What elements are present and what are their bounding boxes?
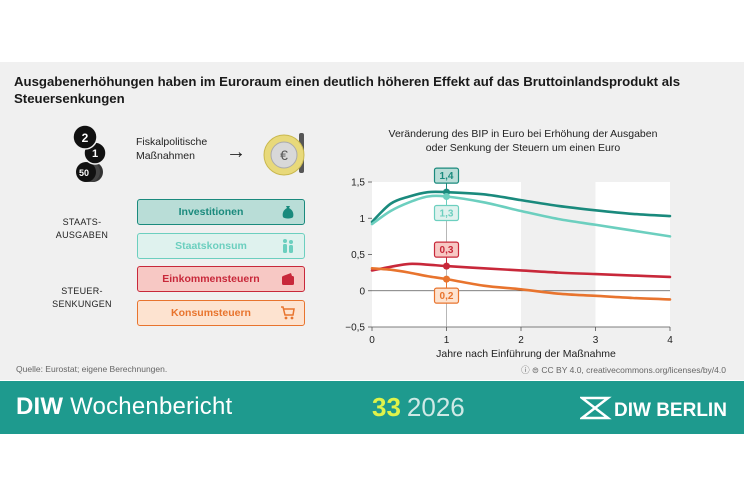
issue-year: 2026 [406,392,465,422]
y-tick-label-4: −0,5 [345,323,365,334]
svg-text:DIW BERLIN: DIW BERLIN [614,400,727,421]
chart-title-line-0: Veränderung des BIP in Euro bei Erhöhung… [389,128,658,140]
y-tick-label-0: 1,5 [351,178,365,189]
x-tick-label-4: 4 [667,335,673,346]
series-line-investitionen [370,190,672,224]
footer-bar [0,381,744,434]
euro-coin-icon: € [262,131,306,177]
people-icon [283,239,293,253]
legend-label-staatskonsum: Staatskonsum [175,240,247,252]
license-note: ⓘ ⊜ CC BY 4.0, creativecommons.org/licen… [521,364,726,376]
source-note: Quelle: Eurostat; eigene Berechnungen. [16,364,168,374]
coin-2-icon [72,124,98,150]
svg-text:50: 50 [79,168,89,178]
annotation-box-0 [433,167,460,184]
diw-logo-icon [578,396,612,420]
brand-name: DIW Wochenbericht [16,393,232,421]
annotation-label-1: 1,3 [440,209,454,220]
legend-box-investitionen: Investitionen [137,199,305,225]
y-tick-label-1: 1 [359,214,365,225]
x-tick-label-3: 3 [593,335,599,346]
svg-text:1: 1 [92,148,98,160]
annotation-label-2: 0,3 [440,245,454,256]
shaded-region-1 [595,182,670,327]
legend-label-konsumsteuern: Konsumsteuern [171,307,251,319]
diw-berlin-logo[interactable]: DIW BERLIN [578,394,735,422]
legend-box-konsumsteuern: Konsumsteuern [137,300,305,326]
series-line-staatskonsum [370,194,672,238]
license-text: CC BY 4.0, creativecommons.org/licenses/… [541,365,726,375]
x-tick-label-0: 0 [369,335,375,346]
chart-title-line-1: oder Senkung der Steuern um einen Euro [426,142,621,154]
annotation-box-2 [433,241,460,258]
y-tick-label-3: 0 [359,286,365,297]
legend-box-einkommensteuern: Einkommensteuern [137,266,305,292]
fiscal-measures-label: Fiskalpolitische Maßnahmen [136,136,208,162]
coin-50-icon [76,162,96,182]
arrow-icon: → [226,141,246,163]
x-tick-label-1: 1 [444,335,450,346]
x-tick-label-2: 2 [518,335,524,346]
issue-number: 33 [372,392,401,422]
brand-rest: Wochenbericht [70,393,233,420]
group-label-steuersenkungen: STEUER- SENKUNGEN [52,286,112,309]
annotation-box-1 [433,204,460,222]
money-bag-icon [282,206,294,219]
wallet-icon [282,273,294,285]
y-tick-label-2: 0,5 [351,250,365,261]
svg-text:2: 2 [82,131,89,145]
x-axis-title: Jahre nach Einführung der Maßnahme [436,348,616,360]
annotation-label-3: 0,2 [440,291,454,302]
annotation-label-0: 1,4 [440,171,454,182]
figure-title: Ausgabenerhöhungen haben im Euroraum ein… [14,74,681,106]
legend-box-staatskonsum: Staatskonsum [137,233,305,259]
series-line-einkommensteuern [370,262,672,279]
annotation-box-3 [433,287,460,304]
brand-bold: DIW [16,393,64,420]
svg-text:€: € [280,147,288,163]
shopping-cart-icon [281,306,295,320]
series-line-konsumsteuern [370,266,672,301]
group-label-staatsausgaben: STAATS- AUSGABEN [55,217,109,240]
coins-illustration: 50 1 2 [68,124,108,182]
cc-icon: ⓘ ⊜ [521,365,540,375]
issue-label: 33 2026 [372,392,465,423]
legend-label-investitionen: Investitionen [178,206,244,218]
legend-label-einkommensteuern: Einkommensteuern [162,273,260,285]
